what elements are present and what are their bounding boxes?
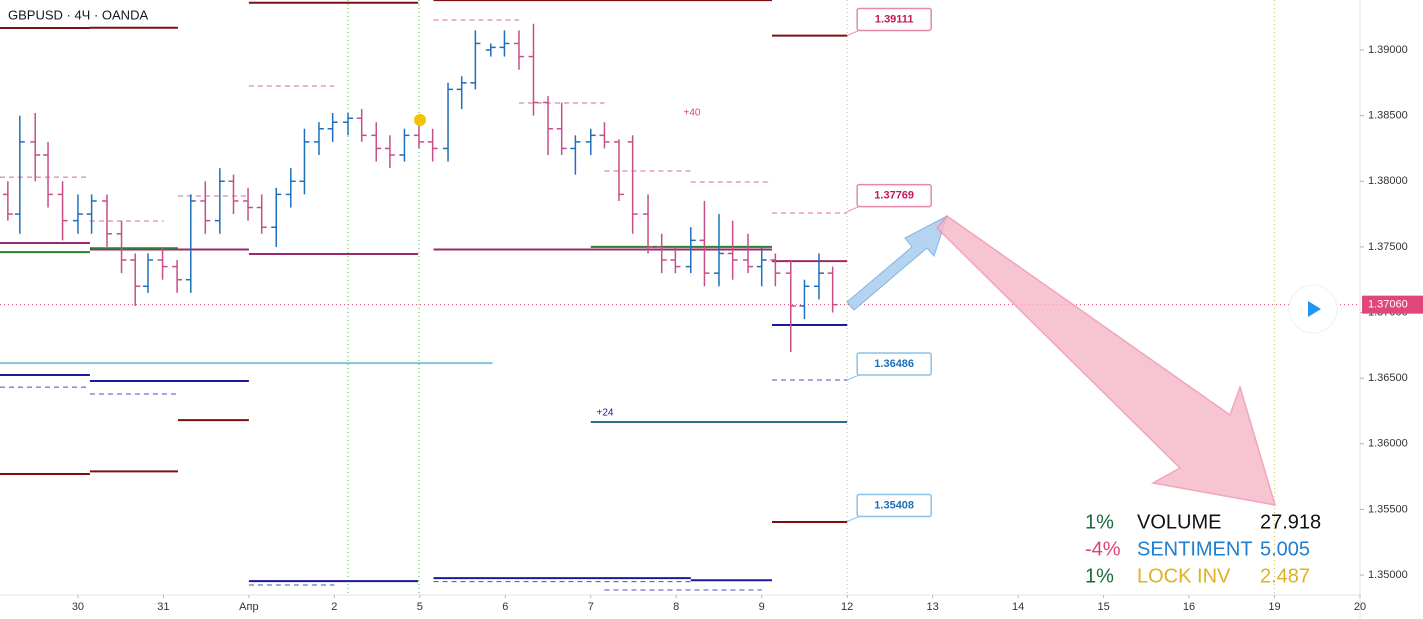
price-tag-connector xyxy=(846,516,860,522)
event-marker xyxy=(414,114,426,126)
y-tick-label: 1.39000 xyxy=(1368,44,1408,56)
price-tag-box xyxy=(856,493,932,518)
price-tag-label: 1.36486 xyxy=(874,358,914,370)
x-tick-label: 15 xyxy=(1097,601,1109,613)
stats-cell: 27.918 xyxy=(1260,511,1321,533)
x-tick-label: 8 xyxy=(673,601,679,613)
price-tag-connector xyxy=(846,374,860,381)
x-tick-label: 5 xyxy=(417,601,423,613)
x-tick-label: 6 xyxy=(502,601,508,613)
y-tick-label: 1.37500 xyxy=(1368,241,1408,253)
x-tick-label: 30 xyxy=(72,601,84,613)
stats-cell: 5.005 xyxy=(1260,538,1310,560)
stats-cell: SENTIMENT xyxy=(1137,538,1253,560)
x-tick-label: Апр xyxy=(239,601,258,613)
price-tag-box xyxy=(856,7,932,32)
y-tick-label: 1.35000 xyxy=(1368,569,1408,581)
play-icon[interactable] xyxy=(1308,301,1321,317)
last-price-tag xyxy=(1362,295,1423,314)
x-tick-label: 13 xyxy=(927,601,939,613)
play-button[interactable] xyxy=(1288,284,1338,334)
y-tick-label: 1.38500 xyxy=(1368,110,1408,122)
bars xyxy=(2,23,838,352)
x-tick-label: 19 xyxy=(1268,601,1280,613)
y-tick-label: 1.35500 xyxy=(1368,503,1408,515)
annotation: +24 xyxy=(597,408,614,419)
price-tag-box xyxy=(856,352,932,376)
price-tag-label: 1.37769 xyxy=(874,189,914,201)
stats-cell: VOLUME xyxy=(1137,511,1221,533)
x-tick-label: 9 xyxy=(759,601,765,613)
x-tick-label: 16 xyxy=(1183,601,1195,613)
levels xyxy=(0,0,1360,595)
x-tick-label: 7 xyxy=(588,601,594,613)
stats-cell: LOCK INV xyxy=(1137,565,1231,587)
last-price-label: 1.37060 xyxy=(1368,299,1408,311)
stats-cell: 2.487 xyxy=(1260,565,1310,587)
price-tag-connector xyxy=(846,206,860,213)
x-tick-label: 31 xyxy=(157,601,169,613)
price-tag-label: 1.35408 xyxy=(874,499,914,511)
x-tick-label: 14 xyxy=(1012,601,1024,613)
x-tick-label: 20 xyxy=(1354,601,1366,613)
x-tick-label: 2 xyxy=(331,601,337,613)
chart-title: GBPUSD · 4Ч · OANDA xyxy=(8,7,148,22)
price-tag-connector xyxy=(846,29,860,36)
x-tick-label: 12 xyxy=(841,601,853,613)
price-tag-box xyxy=(856,183,932,208)
y-tick-label: 1.36500 xyxy=(1368,372,1408,384)
stats-cell: -4% xyxy=(1085,538,1121,560)
y-tick-label: 1.36000 xyxy=(1368,438,1408,450)
up-arrow xyxy=(846,214,948,311)
y-tick-label: 1.38000 xyxy=(1368,175,1408,187)
annotation: +40 xyxy=(684,108,701,119)
stats-cell: 1% xyxy=(1085,511,1114,533)
down-arrow xyxy=(935,214,1277,506)
price-tag-label: 1.39111 xyxy=(875,13,914,25)
stats-cell: 1% xyxy=(1085,565,1114,587)
